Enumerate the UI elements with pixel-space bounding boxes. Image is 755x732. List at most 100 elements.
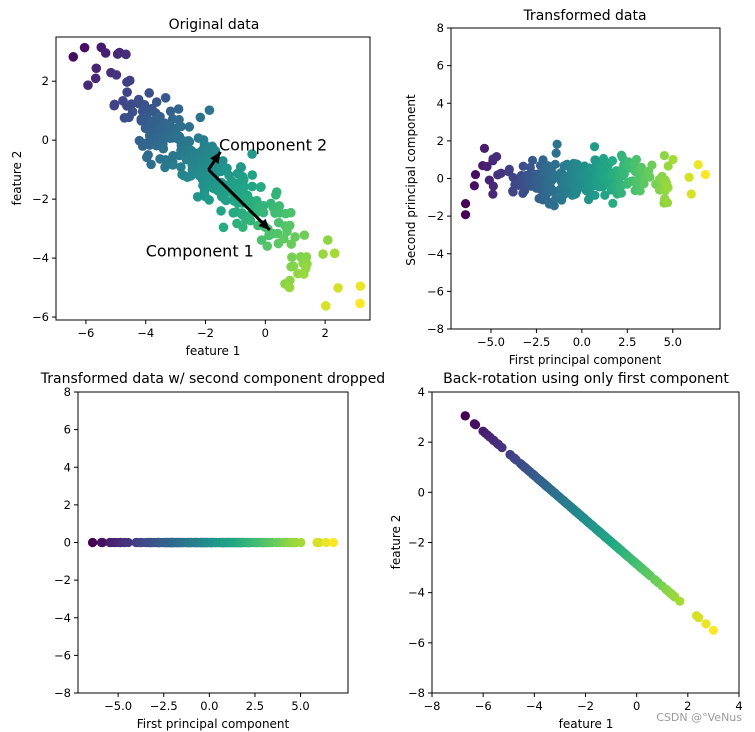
data-point [607, 155, 617, 166]
data-point [158, 143, 169, 154]
x-tick-label: 0.0 [200, 699, 218, 713]
x-tick-label: −8 [424, 699, 441, 713]
data-point [121, 49, 131, 60]
x-tick-label: 0.0 [573, 335, 591, 349]
data-point [126, 99, 137, 109]
axes-frame [431, 391, 740, 694]
x-axis-label: feature 1 [186, 344, 241, 358]
y-tick-label: −8 [427, 322, 444, 336]
data-point [616, 188, 627, 198]
y-axis-label: feature 2 [10, 151, 24, 206]
x-tick-label: −5.0 [104, 699, 132, 713]
data-point [286, 239, 297, 249]
data-point [314, 537, 324, 548]
data-point [286, 207, 296, 218]
y-tick-label: 6 [64, 423, 71, 437]
data-point [109, 100, 119, 111]
panel-title: Transformed data w/ second component dro… [40, 371, 385, 387]
panel-back-rotation: Back-rotation using only first component… [389, 371, 743, 731]
y-tick-label: 2 [64, 498, 71, 512]
data-point [508, 172, 518, 183]
data-point [216, 206, 226, 216]
x-tick-label: −6 [77, 326, 94, 340]
data-point [141, 152, 152, 163]
data-point [470, 169, 481, 180]
data-point [323, 235, 333, 245]
data-point [329, 248, 340, 259]
panel-title: Transformed data [522, 8, 646, 24]
data-point [288, 261, 299, 272]
data-point [647, 160, 657, 170]
data-point [247, 149, 257, 159]
y-tick-label: −8 [408, 686, 425, 700]
panel-title: Original data [169, 17, 260, 33]
y-tick-label: 6 [437, 59, 444, 73]
data-point [165, 106, 176, 117]
data-point [68, 52, 79, 62]
y-tick-label: −2 [54, 573, 71, 587]
data-point [122, 87, 132, 97]
data-point [279, 233, 289, 244]
data-point [271, 190, 281, 200]
data-point [321, 537, 331, 548]
x-tick-label: −4 [526, 699, 543, 713]
data-point [192, 192, 203, 202]
data-point [479, 143, 490, 153]
data-point [527, 155, 538, 165]
y-tick-label: 4 [418, 385, 425, 399]
axes-frame [77, 391, 349, 694]
data-point [124, 112, 134, 123]
y-tick-label: −6 [54, 648, 71, 662]
data-point [218, 222, 229, 233]
data-point [173, 104, 184, 114]
panel-transformed-data: Transformed data −5.0 −2.5 0.0 2.5 5.0 −8 −6 −4… [404, 8, 721, 367]
data-point [662, 198, 673, 208]
data-point [460, 199, 471, 209]
axes-frame [55, 36, 371, 321]
arrow-head [258, 218, 270, 231]
x-tick-label: 0 [633, 699, 640, 713]
data-point [204, 105, 215, 115]
x-axis-label: feature 1 [559, 717, 614, 731]
data-point [518, 161, 528, 171]
panel-title: Back-rotation using only first component [443, 371, 729, 387]
data-point [492, 151, 502, 162]
x-tick-label: −6 [475, 699, 492, 713]
data-point [318, 249, 328, 259]
data-point [245, 215, 256, 226]
data-point [299, 230, 310, 240]
data-point [589, 142, 600, 152]
y-tick-label: −2 [32, 192, 49, 206]
data-point [497, 442, 507, 453]
data-point [508, 187, 518, 197]
y-tick-label: −4 [427, 247, 444, 261]
y-tick-label: −8 [54, 686, 71, 700]
y-tick-label: −4 [54, 611, 71, 625]
data-point [168, 160, 178, 170]
data-point [693, 159, 703, 170]
data-point [488, 189, 498, 199]
data-point [708, 625, 719, 635]
data-point [256, 182, 266, 192]
data-point [239, 175, 249, 185]
panel-second-component-dropped: Transformed data w/ second component dro… [40, 371, 385, 731]
y-tick-label: −2 [427, 209, 444, 223]
data-point [247, 181, 257, 192]
y-tick-label: −4 [32, 251, 49, 265]
data-point [195, 112, 206, 123]
data-point [287, 252, 297, 263]
data-point [549, 201, 559, 211]
y-axis-label: Second principal component [404, 94, 418, 266]
data-point [258, 207, 269, 218]
data-point [552, 139, 562, 149]
x-tick-label: −2 [197, 326, 214, 340]
x-tick-label: 2 [684, 699, 691, 713]
data-point [272, 228, 283, 239]
y-tick-label: −6 [32, 310, 49, 324]
y-tick-label: 2 [42, 74, 49, 88]
y-tick-label: 2 [437, 134, 444, 148]
data-point [635, 186, 645, 196]
data-point [686, 189, 696, 199]
data-point [111, 70, 122, 80]
data-point [460, 411, 470, 421]
